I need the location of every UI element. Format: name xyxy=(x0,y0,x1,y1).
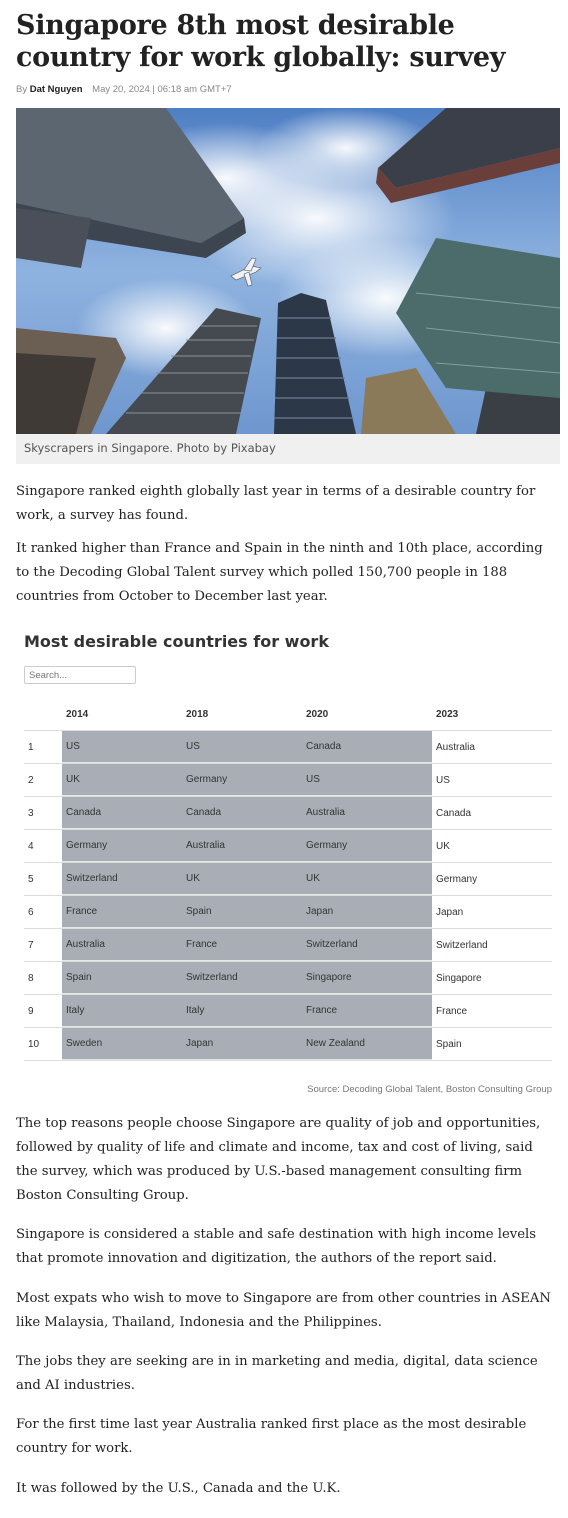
table-row: 5 Switzerland UK UK Germany xyxy=(24,863,552,896)
table-row: 9 Italy Italy France France xyxy=(24,995,552,1028)
paragraph-8: It was followed by the U.S., Canada and … xyxy=(16,1481,341,1496)
cell-2018: UK xyxy=(182,863,302,895)
cell-rank: 3 xyxy=(28,807,34,819)
cell-2020: UK xyxy=(302,863,432,895)
author-link[interactable]: Dat Nguyen xyxy=(29,84,83,95)
cell-2023: UK xyxy=(436,840,450,852)
cell-2020: Australia xyxy=(302,797,432,829)
cell-2020: Canada xyxy=(302,731,432,763)
cell-2014: Switzerland xyxy=(62,863,182,895)
cell-2014: US xyxy=(62,731,182,763)
table-row: 6 France Spain Japan Japan xyxy=(24,896,552,929)
paragraph-2: It ranked higher than France and Spain i… xyxy=(16,541,543,604)
paragraph-6: The jobs they are seeking are in in mark… xyxy=(16,1354,538,1393)
photo-caption: Skyscrapers in Singapore. Photo by Pixab… xyxy=(24,441,276,455)
header-2018[interactable]: 2018 xyxy=(186,708,209,720)
cell-2020: New Zealand xyxy=(302,1028,432,1060)
table-title: Most desirable countries for work xyxy=(24,632,329,651)
cell-2023: Spain xyxy=(436,1038,462,1050)
cell-2023: Switzerland xyxy=(436,939,488,951)
cell-rank: 6 xyxy=(28,906,34,918)
header-2023[interactable]: 2023 xyxy=(436,708,459,720)
cell-rank: 7 xyxy=(28,939,34,951)
article-photo xyxy=(16,108,560,434)
table-row: 10 Sweden Japan New Zealand Spain xyxy=(24,1028,552,1061)
cell-2018: US xyxy=(182,731,302,763)
header-2014[interactable]: 2014 xyxy=(66,708,89,720)
cell-2014: Canada xyxy=(62,797,182,829)
table-row: 7 Australia France Switzerland Switzerland xyxy=(24,929,552,962)
cell-2023: US xyxy=(436,774,450,786)
paragraph-5: Most expats who wish to move to Singapor… xyxy=(16,1291,551,1330)
cell-2014: Germany xyxy=(62,830,182,862)
cell-2020: Singapore xyxy=(302,962,432,994)
table-source: Source: Decoding Global Talent, Boston C… xyxy=(307,1084,552,1095)
cell-rank: 2 xyxy=(28,774,34,786)
photo-caption-bar: Skyscrapers in Singapore. Photo by Pixab… xyxy=(16,434,560,464)
desirable-countries-table: 2014 2018 2020 2023 1 US US Canada Australia… xyxy=(24,698,552,1061)
skyscrapers-image xyxy=(16,108,560,434)
cell-2018: Spain xyxy=(182,896,302,928)
article-headline: Singapore 8th most desirable country for… xyxy=(16,10,506,73)
paragraph-7: For the first time last year Australia r… xyxy=(16,1417,527,1456)
cell-2023: Australia xyxy=(436,741,475,753)
cell-rank: 8 xyxy=(28,972,34,984)
cell-2018: Canada xyxy=(182,797,302,829)
header-rank[interactable] xyxy=(24,698,62,730)
cell-2020: Germany xyxy=(302,830,432,862)
cell-rank: 10 xyxy=(28,1038,40,1050)
cell-2014: UK xyxy=(62,764,182,796)
cell-2020: Japan xyxy=(302,896,432,928)
cell-2020: Switzerland xyxy=(302,929,432,961)
cell-2014: France xyxy=(62,896,182,928)
header-2020[interactable]: 2020 xyxy=(306,708,329,720)
cell-2018: France xyxy=(182,929,302,961)
cell-2020: US xyxy=(302,764,432,796)
byline-prefix: By xyxy=(16,84,28,95)
table-row: 8 Spain Switzerland Singapore Singapore xyxy=(24,962,552,995)
cell-rank: 9 xyxy=(28,1005,34,1017)
cell-rank: 1 xyxy=(28,741,34,753)
publish-date: May 20, 2024 | 06:18 am GMT+7 xyxy=(92,84,232,95)
cell-2023: France xyxy=(436,1005,468,1017)
table-search-input[interactable] xyxy=(24,666,136,684)
cell-2023: Singapore xyxy=(436,972,482,984)
table-row: 4 Germany Australia Germany UK xyxy=(24,830,552,863)
paragraph-3: The top reasons people choose Singapore … xyxy=(16,1116,541,1203)
cell-2020: France xyxy=(302,995,432,1027)
paragraph-4: Singapore is considered a stable and saf… xyxy=(16,1227,536,1266)
cell-2018: Japan xyxy=(182,1028,302,1060)
cell-2018: Australia xyxy=(182,830,302,862)
table-header-row: 2014 2018 2020 2023 xyxy=(24,698,552,731)
cell-2014: Italy xyxy=(62,995,182,1027)
cell-2023: Canada xyxy=(436,807,472,819)
cell-2014: Australia xyxy=(62,929,182,961)
cell-2018: Switzerland xyxy=(182,962,302,994)
cell-2014: Spain xyxy=(62,962,182,994)
table-row: 1 US US Canada Australia xyxy=(24,731,552,764)
table-row: 3 Canada Canada Australia Canada xyxy=(24,797,552,830)
cell-2014: Sweden xyxy=(62,1028,182,1060)
cell-rank: 4 xyxy=(28,840,34,852)
cell-2023: Japan xyxy=(436,906,464,918)
cell-2018: Germany xyxy=(182,764,302,796)
paragraph-1: Singapore ranked eighth globally last ye… xyxy=(16,484,536,523)
cell-2023: Germany xyxy=(436,873,478,885)
cell-rank: 5 xyxy=(28,873,34,885)
table-row: 2 UK Germany US US xyxy=(24,764,552,797)
byline: By Dat Nguyen May 20, 2024 | 06:18 am GM… xyxy=(16,84,232,95)
cell-2018: Italy xyxy=(182,995,302,1027)
